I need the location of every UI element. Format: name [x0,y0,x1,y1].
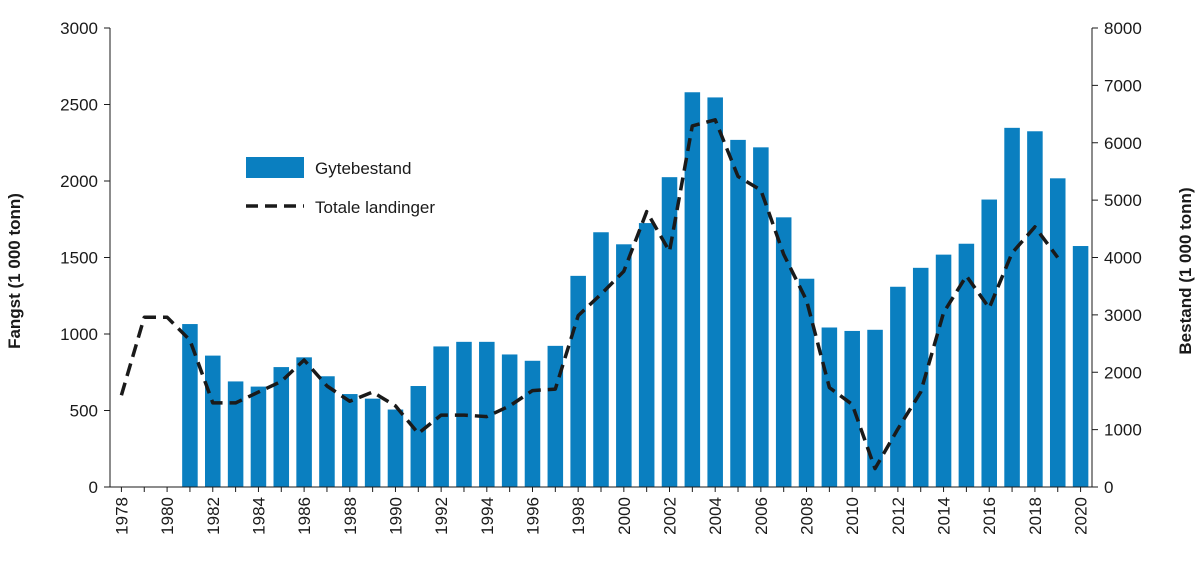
legend-swatch-bar [246,157,304,178]
bar-2012 [890,287,906,487]
bar-1987 [319,376,335,487]
bar-2011 [867,330,883,487]
y-tick-label-right-8000: 8000 [1104,19,1142,38]
bar-2018 [1027,131,1043,487]
bars-layer [182,92,1088,487]
bar-2004 [707,97,723,487]
y-axis-title-right: Bestand (1 000 tonn) [1176,187,1195,354]
x-tick-label-2014: 2014 [935,497,954,535]
x-tick-label-2018: 2018 [1026,497,1045,535]
bar-2017 [1004,128,1020,487]
x-tick-label-1982: 1982 [204,497,223,535]
x-tick-label-2000: 2000 [615,497,634,535]
x-tick-label-2020: 2020 [1072,497,1091,535]
x-tick-label-2008: 2008 [798,497,817,535]
x-tick-label-2016: 2016 [980,497,999,535]
y-axis-title-left: Fangst (1 000 tonn) [5,193,24,349]
legend-label-bar: Gytebestand [315,159,411,178]
x-tick-label-2004: 2004 [706,497,725,535]
bar-1994 [479,342,495,487]
x-tick-label-2012: 2012 [889,497,908,535]
x-tick-label-1996: 1996 [523,497,542,535]
bar-1986 [296,357,312,487]
bar-1999 [593,232,609,487]
bar-1988 [342,394,358,487]
x-tick-label-1984: 1984 [249,497,268,535]
y-tick-label-right-3000: 3000 [1104,306,1142,325]
bar-1983 [228,381,244,487]
legend: Gytebestand Totale landinger [246,157,435,217]
bar-2000 [616,244,632,487]
x-tick-label-1994: 1994 [478,497,497,535]
x-tick-label-2006: 2006 [752,497,771,535]
bar-2019 [1050,178,1066,487]
bar-2015 [959,244,975,487]
bar-1991 [411,386,427,487]
y-tick-label-right-5000: 5000 [1104,191,1142,210]
x-tick-label-1990: 1990 [386,497,405,535]
x-tick-label-2010: 2010 [843,497,862,535]
y-tick-label-left-1000: 1000 [60,325,98,344]
x-tick-label-2002: 2002 [661,497,680,535]
y-tick-label-right-0: 0 [1104,478,1113,497]
y-tick-label-left-1500: 1500 [60,249,98,268]
y-tick-label-left-2000: 2000 [60,172,98,191]
bar-2016 [981,200,997,487]
bar-2009 [822,327,838,487]
bar-2005 [730,140,746,487]
y-tick-label-right-6000: 6000 [1104,134,1142,153]
bar-1982 [205,356,221,487]
bar-2008 [799,279,815,487]
bar-1996 [525,361,541,487]
x-tick-label-1978: 1978 [112,497,131,535]
bar-2020 [1073,246,1089,487]
bar-2006 [753,147,769,487]
bar-1998 [570,276,586,487]
bar-2014 [936,255,952,487]
legend-label-line: Totale landinger [315,198,435,217]
x-tick-label-1998: 1998 [569,497,588,535]
x-tick-label-1980: 1980 [158,497,177,535]
bar-2010 [844,331,860,487]
bar-1989 [365,399,381,487]
bar-1981 [182,324,198,487]
y-tick-label-right-4000: 4000 [1104,249,1142,268]
y-tick-label-right-7000: 7000 [1104,76,1142,95]
bar-2003 [685,92,701,487]
y-tick-label-right-1000: 1000 [1104,421,1142,440]
y-tick-label-left-3000: 3000 [60,19,98,38]
bar-2001 [639,223,655,487]
bar-1984 [251,387,267,487]
y-tick-label-right-2000: 2000 [1104,363,1142,382]
x-tick-label-1986: 1986 [295,497,314,535]
y-tick-label-left-500: 500 [70,402,98,421]
y-tick-label-left-0: 0 [89,478,98,497]
x-tick-label-1988: 1988 [341,497,360,535]
x-tick-label-1992: 1992 [432,497,451,535]
y-tick-label-left-2500: 2500 [60,96,98,115]
bar-1995 [502,354,518,487]
bar-1990 [388,410,404,487]
